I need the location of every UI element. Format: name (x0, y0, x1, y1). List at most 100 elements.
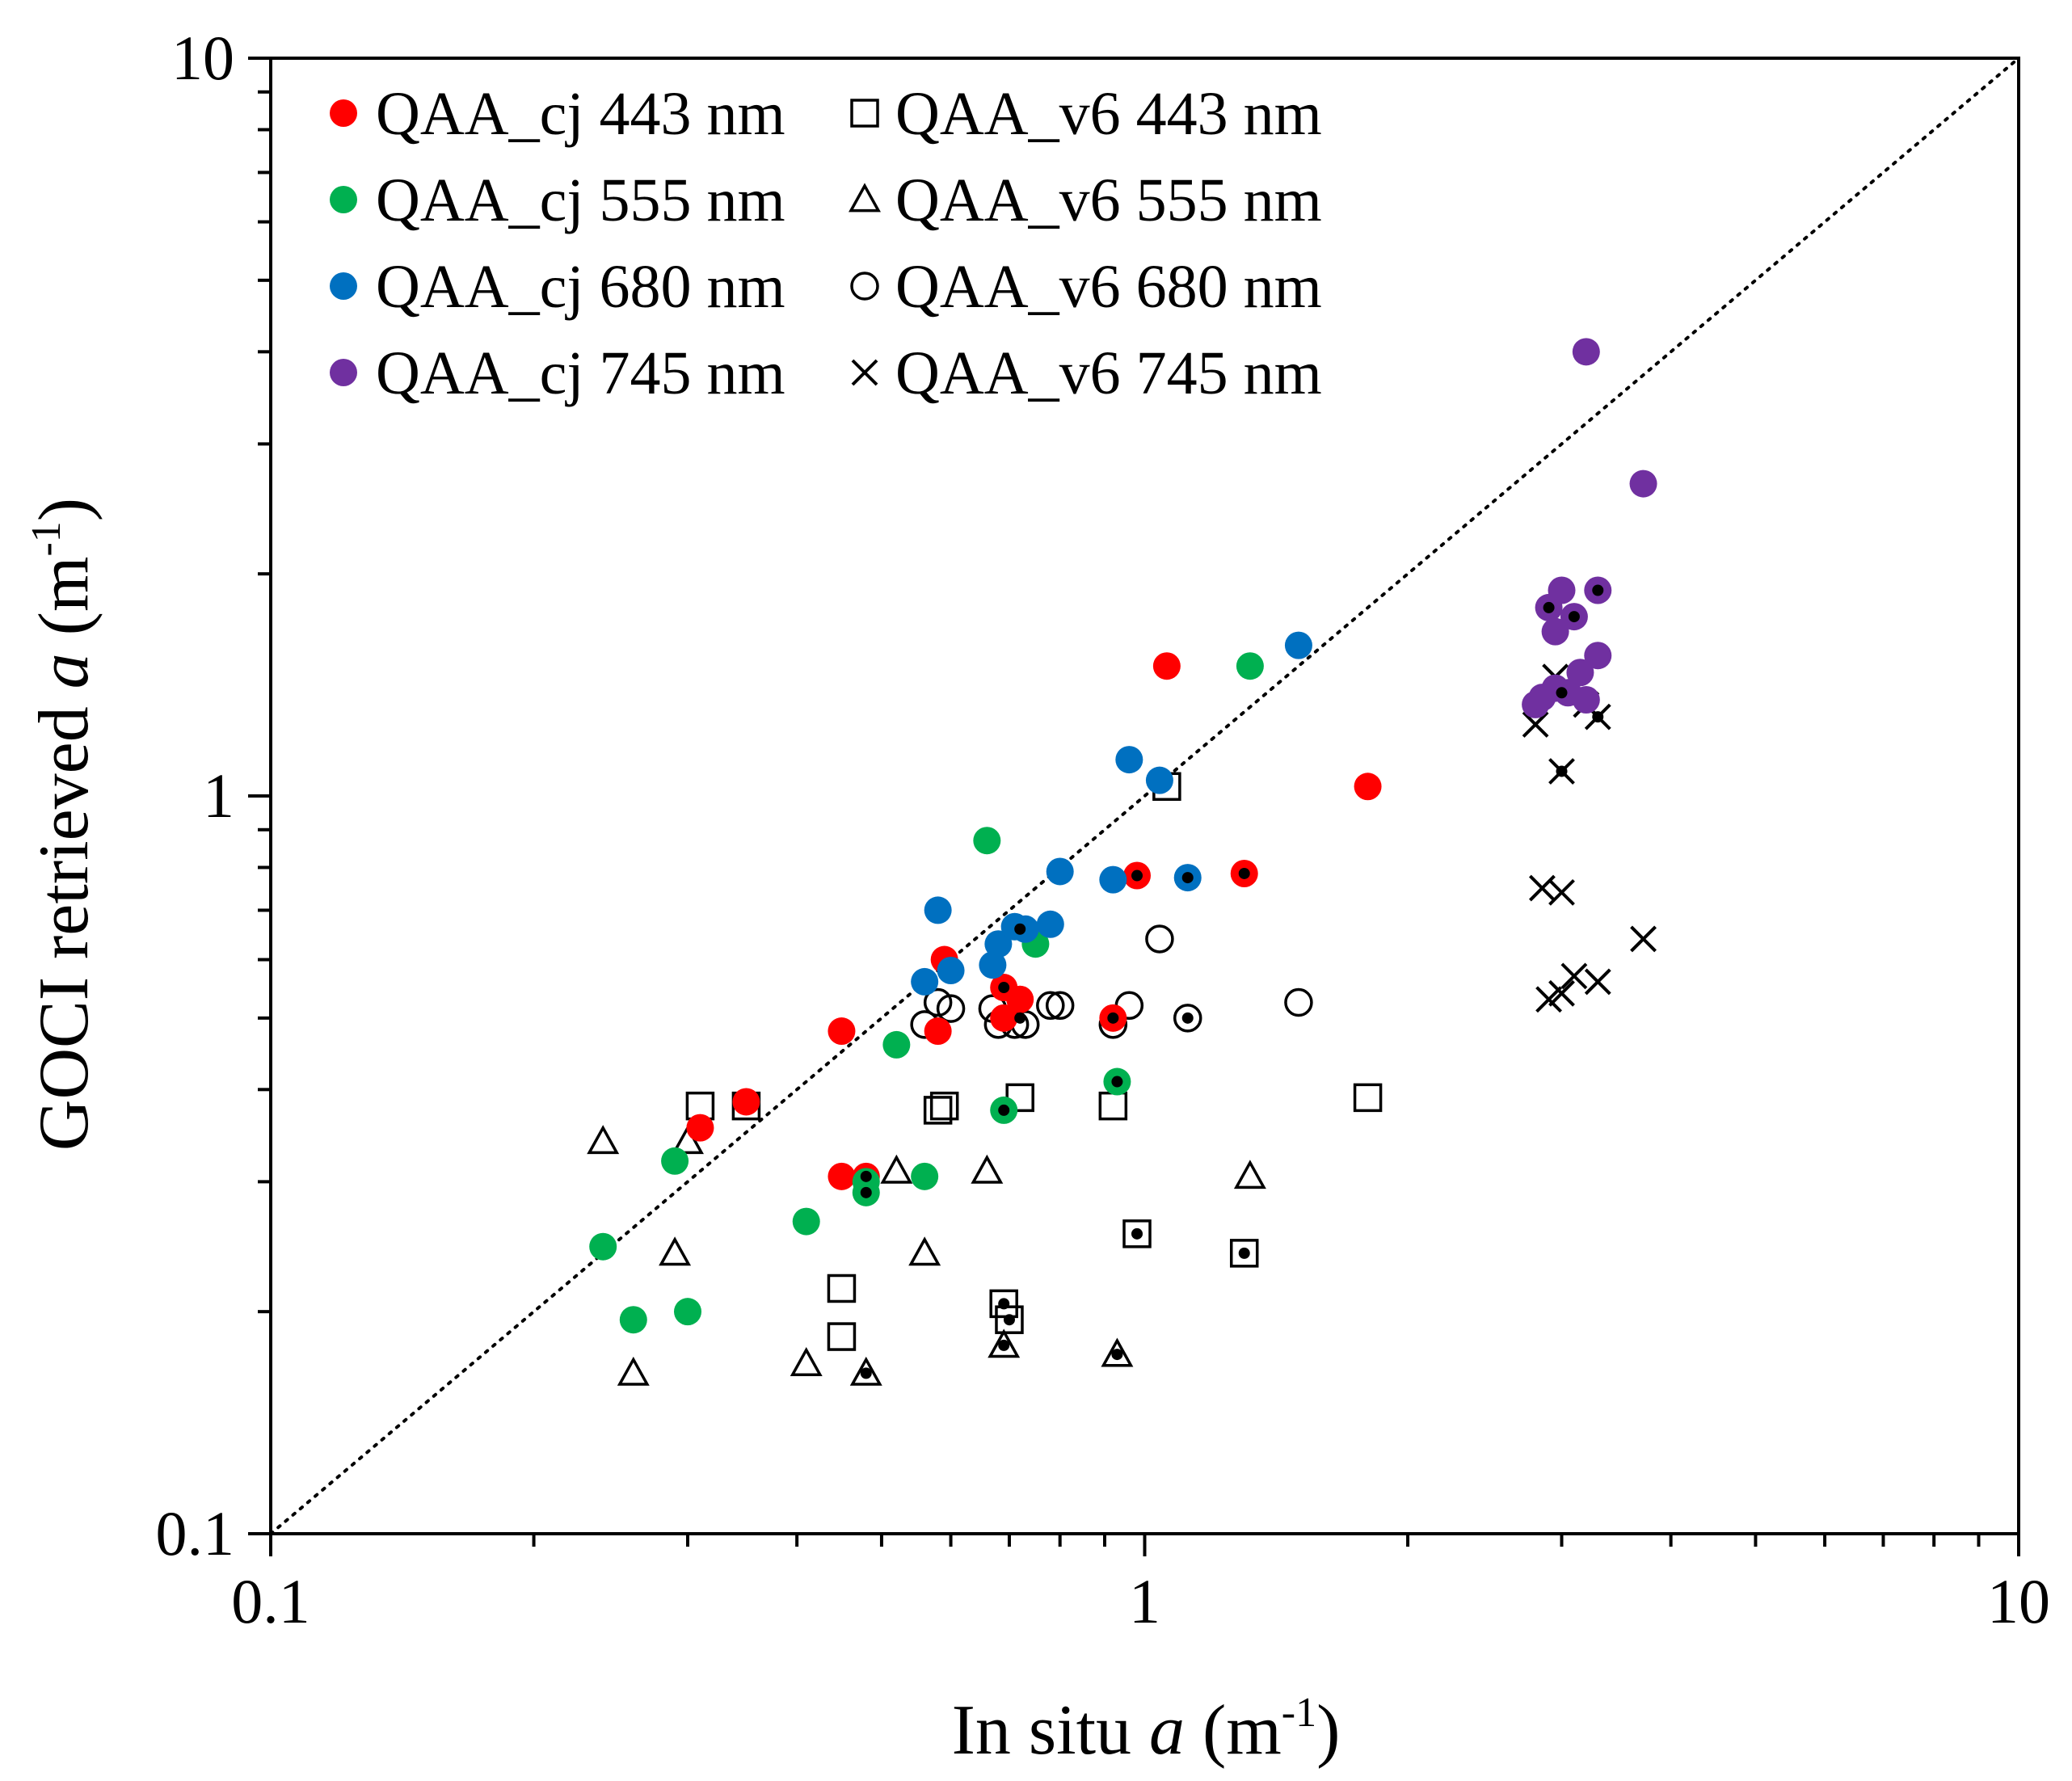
legend-label: QAA_cj 680 nm (376, 253, 785, 321)
data-point (1229, 1239, 1259, 1268)
data-point (827, 1274, 857, 1303)
data-point (619, 1306, 647, 1334)
data-point (1236, 652, 1264, 680)
legend-label: QAA_v6 745 nm (895, 339, 1322, 407)
data-point (790, 1346, 823, 1376)
data-point (617, 1356, 650, 1386)
data-point (984, 930, 1013, 958)
legend-marker (850, 272, 879, 301)
data-point (686, 1114, 714, 1142)
paired-point-dot (1592, 584, 1604, 596)
data-point (924, 1017, 952, 1046)
paired-point-dot (1238, 1247, 1250, 1259)
data-point (1584, 642, 1612, 670)
paired-point-dot (1111, 1349, 1123, 1361)
paired-point-dot (998, 982, 1010, 994)
data-point (1560, 962, 1588, 990)
data-point (1036, 991, 1065, 1021)
paired-point-dot (860, 1367, 872, 1379)
data-point (1548, 878, 1575, 906)
paired-point-dot (860, 1170, 872, 1182)
data-point (908, 1236, 941, 1266)
data-point (1145, 766, 1173, 794)
data-point (1572, 338, 1600, 366)
data-point (1284, 987, 1313, 1017)
data-point (1630, 925, 1657, 953)
paired-point-dot (1181, 1012, 1194, 1024)
legend-marker (330, 99, 357, 127)
legend-label: QAA_v6 443 nm (895, 80, 1322, 148)
data-point (937, 956, 965, 984)
y-tick-label: 0.1 (156, 1498, 235, 1568)
paired-point-dot (1543, 601, 1555, 613)
paired-point-dot (998, 1104, 1010, 1116)
data-point (1548, 576, 1576, 604)
data-point (971, 1154, 1004, 1184)
legend-label: QAA_cj 745 nm (376, 339, 785, 407)
data-point (911, 1162, 939, 1190)
series-qaa-v6-555-nm (587, 1125, 1266, 1386)
data-point (1233, 1160, 1266, 1189)
data-point (1152, 652, 1181, 680)
paired-point-dot (1003, 1314, 1015, 1326)
legend-label: QAA_cj 443 nm (376, 80, 785, 148)
series-qaa-v6-745-nm (1522, 663, 1657, 1013)
paired-point-dot (1111, 1076, 1123, 1088)
legend-marker (851, 359, 878, 386)
data-point (732, 1088, 760, 1116)
legend-marker (330, 359, 357, 386)
series-qaa-v6-443-nm (685, 772, 1383, 1351)
data-point (589, 1232, 617, 1261)
data-point (661, 1147, 689, 1175)
paired-point-dot (1556, 687, 1568, 699)
y-tick-label: 1 (203, 760, 234, 831)
paired-point-dot (860, 1186, 872, 1198)
series-qaa-cj-555-nm (589, 652, 1264, 1334)
data-point (1099, 865, 1127, 894)
paired-point-dot (998, 1339, 1010, 1351)
data-point (1541, 617, 1569, 646)
data-point (990, 1004, 1018, 1032)
data-point (882, 1030, 911, 1059)
data-point (924, 896, 952, 924)
data-point (1098, 1091, 1128, 1121)
legend-marker (330, 272, 357, 300)
paired-point-dot (1181, 872, 1194, 884)
series-qaa-cj-680-nm (911, 631, 1312, 996)
data-point (989, 1289, 1018, 1319)
data-point (1566, 659, 1594, 687)
data-point (1145, 924, 1174, 954)
paired-point-dot (1107, 1012, 1119, 1024)
data-point (979, 951, 1007, 979)
data-point (1353, 1083, 1383, 1113)
data-point (923, 987, 953, 1017)
data-point (1046, 857, 1074, 886)
paired-point-dot (1592, 711, 1604, 723)
data-point (1629, 469, 1657, 498)
data-point (936, 994, 966, 1023)
data-point (849, 1356, 882, 1386)
data-point (827, 1322, 857, 1351)
data-point (988, 1328, 1021, 1358)
data-point (1535, 986, 1562, 1013)
data-point (880, 1154, 913, 1184)
data-point (659, 1236, 692, 1266)
data-point (1548, 979, 1575, 1007)
paired-point-dot (1556, 765, 1568, 777)
data-point (1572, 686, 1600, 714)
data-point (1045, 991, 1075, 1021)
legend-marker (849, 183, 881, 213)
x-tick-label: 0.1 (231, 1566, 310, 1636)
data-point (1101, 1337, 1134, 1367)
data-point (828, 1162, 856, 1190)
data-point (828, 1017, 856, 1046)
legend-label: QAA_v6 680 nm (895, 253, 1322, 321)
data-point (1006, 985, 1034, 1013)
data-point (973, 827, 1001, 855)
y-tick-label: 10 (171, 23, 234, 93)
data-point (792, 1207, 820, 1236)
legend-marker (330, 186, 357, 213)
data-point (929, 1091, 959, 1121)
paired-point-dot (1131, 869, 1143, 882)
